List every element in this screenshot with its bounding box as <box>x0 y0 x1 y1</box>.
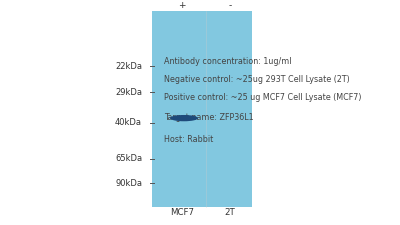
Text: 29kDa: 29kDa <box>115 88 142 97</box>
Text: -: - <box>228 1 232 10</box>
Text: Positive control: ~25 ug MCF7 Cell Lysate (MCF7): Positive control: ~25 ug MCF7 Cell Lysat… <box>164 93 362 102</box>
Text: Antibody concentration: 1ug/ml: Antibody concentration: 1ug/ml <box>164 57 292 66</box>
Text: 40kDa: 40kDa <box>115 118 142 127</box>
Text: 65kDa: 65kDa <box>115 154 142 163</box>
Text: 90kDa: 90kDa <box>115 179 142 188</box>
Text: Target name: ZFP36L1: Target name: ZFP36L1 <box>164 112 254 122</box>
Ellipse shape <box>170 115 198 121</box>
Bar <box>152 11 252 207</box>
Text: Host: Rabbit: Host: Rabbit <box>164 135 213 144</box>
Text: +: + <box>178 1 186 10</box>
Text: MCF7: MCF7 <box>170 208 194 217</box>
Text: Negative control: ~25ug 293T Cell Lysate (2T): Negative control: ~25ug 293T Cell Lysate… <box>164 75 350 84</box>
Text: 22kDa: 22kDa <box>115 62 142 71</box>
Text: 2T: 2T <box>225 208 235 217</box>
